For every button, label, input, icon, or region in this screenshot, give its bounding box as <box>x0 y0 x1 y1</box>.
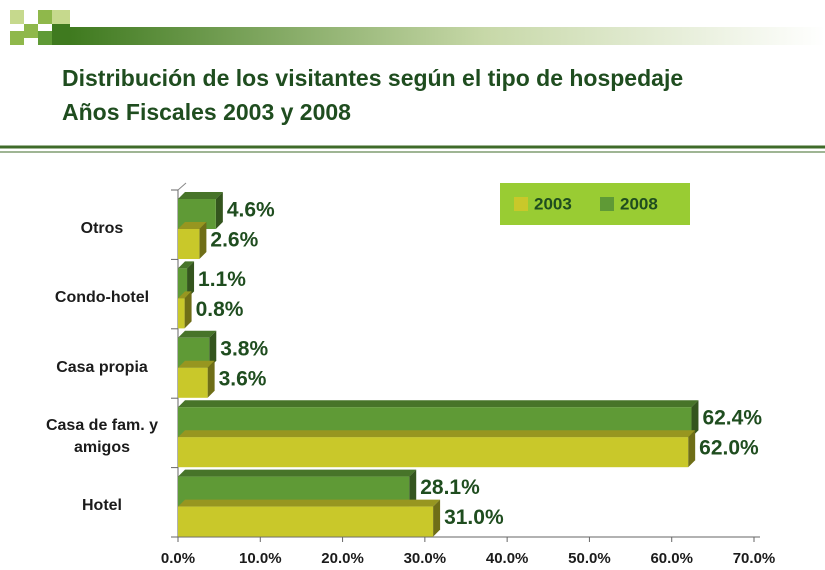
axis-wall <box>177 182 187 191</box>
x-tick-label: 20.0% <box>321 550 364 567</box>
legend-swatch <box>600 197 614 211</box>
x-tick-label: 30.0% <box>404 550 447 567</box>
bar-top <box>178 222 207 229</box>
legend-box <box>500 183 690 225</box>
x-tick-label: 40.0% <box>486 550 529 567</box>
bar-side <box>209 330 217 368</box>
legend-swatch <box>514 197 528 211</box>
x-tick-label: 10.0% <box>239 550 282 567</box>
bar-side <box>207 360 215 398</box>
x-tick-label: 70.0% <box>733 550 776 567</box>
data-label: 3.8% <box>220 337 268 360</box>
data-label: 2.6% <box>210 229 258 252</box>
bar-top <box>178 469 417 477</box>
data-label: 62.4% <box>702 407 762 430</box>
bar-side <box>215 192 223 229</box>
bar-side <box>199 222 207 259</box>
y-tick-label: Casa de fam. y amigos <box>45 416 159 456</box>
bar-top <box>178 330 217 338</box>
bar-top <box>178 192 223 199</box>
bar-side <box>187 261 195 299</box>
bar-top <box>178 400 699 408</box>
data-label: 62.0% <box>699 437 759 460</box>
bar-top <box>178 291 192 299</box>
data-label: 31.0% <box>444 506 504 529</box>
y-tick-label: Otros <box>80 219 124 237</box>
bar-side <box>433 499 441 537</box>
bar-top <box>178 499 441 507</box>
bar <box>178 437 689 468</box>
chart-title: Distribución de los visitantes según el … <box>62 65 683 91</box>
bar-side <box>184 291 192 329</box>
data-label: 3.6% <box>219 367 267 390</box>
bar-side <box>409 469 417 507</box>
chart-subtitle: Años Fiscales 2003 y 2008 <box>62 99 351 125</box>
bar <box>178 367 208 398</box>
bar-top <box>178 430 696 438</box>
legend-label: 2003 <box>534 194 572 213</box>
bar-top <box>178 360 215 368</box>
x-tick-label: 60.0% <box>650 550 693 567</box>
x-tick-label: 50.0% <box>568 550 611 567</box>
header-decoration <box>10 10 825 45</box>
bar <box>178 298 185 329</box>
data-label: 0.8% <box>196 298 244 321</box>
y-tick-label: Casa propia <box>56 358 148 376</box>
x-tick-label: 0.0% <box>161 550 195 567</box>
legend-label: 2008 <box>620 194 658 213</box>
y-tick-label: Condo-hotel <box>54 289 150 307</box>
bar-side <box>688 430 696 468</box>
bar-side <box>691 400 699 438</box>
bar-top <box>178 261 195 269</box>
data-label: 28.1% <box>420 476 480 499</box>
bar <box>178 229 200 259</box>
bar <box>178 268 188 299</box>
data-label: 1.1% <box>198 268 246 291</box>
y-tick-label: Hotel <box>82 497 122 515</box>
bar <box>178 506 434 537</box>
data-label: 4.6% <box>227 199 275 222</box>
